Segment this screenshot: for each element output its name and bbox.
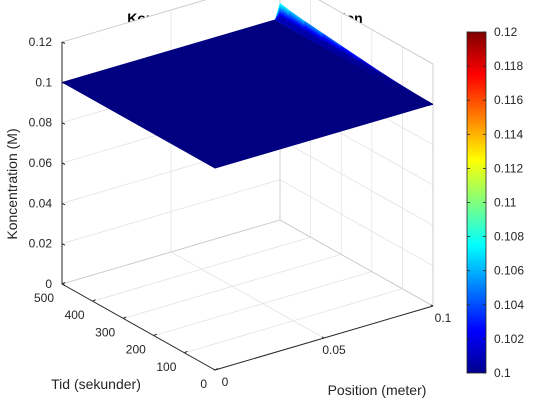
z-tick-mark: [61, 283, 66, 286]
y-axis-label: Tid (sekunder): [51, 376, 141, 392]
axes-3d: 00.050.1010020030040050000.020.040.060.0…: [29, 0, 452, 391]
grid-line-z-side: [279, 179, 434, 267]
z-tick-mark: [61, 41, 66, 44]
surface-edge-patch: [274, 15, 284, 22]
colorbar-tick-label: 0.12: [494, 25, 518, 39]
grid-line-z-side: [279, 138, 434, 226]
colorbar-tick-label: 0.102: [494, 332, 524, 346]
colorbar: 0.1 0.102 0.104 0.106 0.108 0.11 0.112 0.114 0.1…: [466, 25, 524, 380]
surface-plot: [61, 2, 434, 169]
x-tick-mark: [430, 304, 434, 307]
colorbar-tick-label: 0.116: [494, 93, 523, 107]
z-tick-label: 0.1: [35, 75, 52, 89]
x-tick-label: 0: [222, 375, 229, 389]
box-edge: [279, 219, 434, 307]
x-tick-label: 0.1: [435, 311, 452, 325]
z-tick-label: 0.06: [29, 156, 53, 170]
z-tick-mark: [61, 202, 66, 206]
box-edge: [61, 0, 207, 43]
z-tick-mark: [61, 162, 66, 165]
t-tick-label: 200: [126, 343, 146, 357]
z-tick-label: 0.04: [29, 196, 53, 210]
x-tick-label: 0.05: [322, 343, 346, 357]
t-tick-mark: [122, 316, 127, 319]
z-axis-label: Koncentration (M): [4, 128, 20, 239]
t-tick-mark: [214, 368, 219, 371]
box-edge: [61, 219, 281, 285]
colorbar-tick-label: 0.118: [494, 59, 523, 73]
z-tick-label: 0.02: [29, 237, 53, 251]
t-tick-mark: [92, 299, 96, 302]
grid-line-z-back: [61, 179, 281, 245]
grid-line-t-floor: [92, 236, 311, 302]
grid-line-t-floor: [184, 288, 403, 354]
colorbar-ticks: 0.1 0.102 0.104 0.106 0.108 0.11 0.112 0.114 0.1…: [467, 25, 524, 380]
t-axis-line: [61, 283, 216, 371]
t-tick-label: 400: [65, 308, 85, 322]
colorbar-tick-label: 0.114: [494, 127, 523, 141]
colorbar-tick-label: 0.108: [494, 230, 524, 244]
t-tick-mark: [184, 350, 188, 354]
tick-labels: 00.050.1010020030040050000.020.040.060.0…: [29, 35, 452, 391]
t-tick-label: 0: [200, 377, 207, 391]
colorbar-tick-label: 0.112: [494, 161, 523, 175]
z-tick-mark: [61, 122, 66, 125]
x-tick-mark: [212, 368, 216, 371]
x-tick-mark: [321, 336, 325, 339]
t-tick-label: 100: [156, 360, 176, 374]
box-edge: [318, 0, 434, 65]
t-tick-label: 500: [34, 291, 54, 305]
colorbar-tick-label: 0.106: [494, 264, 524, 278]
grid-line-x-floor: [170, 251, 325, 339]
z-tick-label: 0.12: [29, 35, 53, 49]
t-tick-label: 300: [95, 325, 115, 339]
t-tick-mark: [153, 333, 158, 337]
colorbar-tick-label: 0.104: [494, 298, 524, 312]
grid-line-t-floor: [153, 271, 372, 336]
x-axis-label: Position (meter): [328, 382, 427, 398]
colorbar-tick-label: 0.11: [494, 196, 517, 210]
z-tick-label: 0.08: [29, 116, 53, 130]
z-tick-label: 0: [45, 277, 52, 291]
grid-line-t-floor: [123, 254, 342, 319]
z-tick-mark: [61, 243, 66, 246]
colorbar-tick-label: 0.1: [494, 366, 511, 380]
